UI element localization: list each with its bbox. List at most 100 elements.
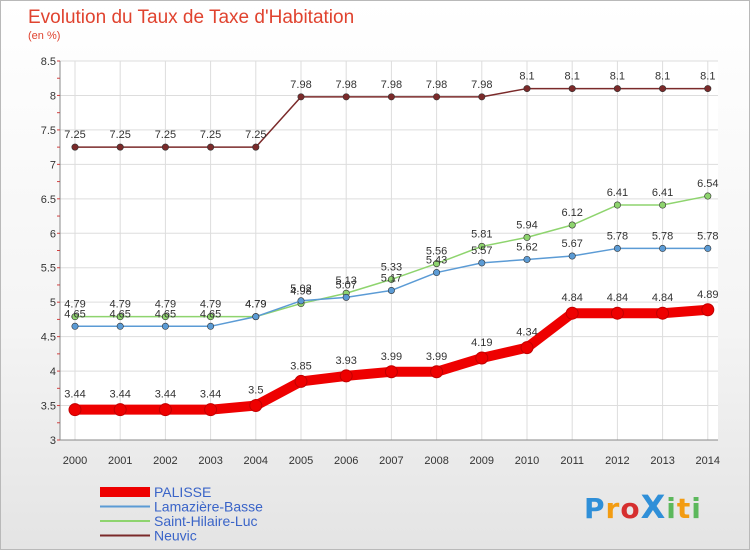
data-label-neuvic: 7.25	[155, 129, 176, 141]
data-label-saint-hilaire-luc: 4.79	[200, 299, 221, 311]
data-point-lamaziere-basse	[523, 255, 531, 263]
data-point-neuvic	[207, 143, 215, 151]
data-point-lamaziere-basse	[116, 322, 124, 330]
y-tick-label: 7.5	[41, 125, 56, 137]
data-point-lamaziere-basse	[568, 252, 576, 260]
data-point-saint-hilaire-luc	[433, 260, 441, 268]
x-tick-label: 2001	[108, 455, 132, 467]
data-point-lamaziere-basse	[71, 322, 79, 330]
data-point-lamaziere-basse	[252, 313, 260, 321]
x-tick-label: 2000	[63, 455, 87, 467]
data-point-neuvic	[523, 85, 531, 93]
legend-label: PALISSE	[154, 484, 211, 500]
y-tick-label: 5.5	[41, 263, 56, 275]
data-point-lamaziere-basse	[207, 322, 215, 330]
data-label-lamaziere-basse: 4.79	[245, 299, 266, 311]
data-label-neuvic: 8.1	[655, 71, 670, 83]
y-tick-label: 8	[50, 90, 56, 102]
x-tick-label: 2013	[650, 455, 674, 467]
x-tick-label: 2008	[424, 455, 448, 467]
data-point-saint-hilaire-luc	[704, 192, 712, 200]
x-tick-label: 2010	[515, 455, 539, 467]
data-point-palisse	[430, 365, 444, 379]
x-tick-label: 2002	[153, 455, 177, 467]
logo-letter: i	[691, 492, 702, 525]
x-tick-label: 2009	[470, 455, 494, 467]
data-label-neuvic: 7.25	[200, 129, 221, 141]
data-point-palisse	[339, 369, 353, 383]
data-label-palisse: 3.44	[155, 389, 176, 401]
data-point-saint-hilaire-luc	[161, 313, 169, 321]
data-point-lamaziere-basse	[387, 286, 395, 294]
data-point-palisse	[656, 306, 670, 320]
data-point-saint-hilaire-luc	[71, 313, 79, 321]
data-label-neuvic: 8.1	[700, 71, 715, 83]
data-label-neuvic: 7.25	[245, 129, 266, 141]
y-tick-label: 6.5	[41, 194, 56, 206]
data-point-palisse	[520, 341, 534, 355]
data-label-palisse: 3.99	[381, 351, 402, 363]
logo-letter: i	[666, 492, 677, 525]
legend-label: Lamazière-Basse	[154, 499, 263, 515]
data-point-lamaziere-basse	[478, 259, 486, 267]
data-point-lamaziere-basse	[613, 244, 621, 252]
data-label-palisse: 4.84	[607, 292, 628, 304]
data-point-saint-hilaire-luc	[116, 313, 124, 321]
legend-label: Neuvic	[154, 528, 197, 544]
x-tick-label: 2007	[379, 455, 403, 467]
y-tick-label: 4	[50, 366, 56, 378]
y-tick-label: 3.5	[41, 401, 56, 413]
y-tick-label: 3	[50, 435, 56, 447]
data-point-neuvic	[433, 93, 441, 101]
data-point-neuvic	[116, 143, 124, 151]
data-label-lamaziere-basse: 5.07	[335, 279, 356, 291]
data-label-palisse: 4.84	[561, 292, 582, 304]
data-label-palisse: 3.5	[248, 385, 263, 397]
data-label-saint-hilaire-luc: 6.41	[652, 187, 673, 199]
x-tick-label: 2004	[244, 455, 268, 467]
data-point-neuvic	[568, 85, 576, 93]
data-label-lamaziere-basse: 5.78	[697, 230, 718, 242]
logo-letter: X	[640, 488, 667, 526]
data-label-lamaziere-basse: 4.65	[200, 308, 221, 320]
data-label-saint-hilaire-luc: 5.33	[381, 261, 402, 273]
data-label-lamaziere-basse: 4.65	[109, 308, 130, 320]
data-label-lamaziere-basse: 5.78	[607, 230, 628, 242]
data-label-saint-hilaire-luc: 4.79	[245, 299, 266, 311]
data-label-lamaziere-basse: 5.02	[290, 283, 311, 295]
data-point-palisse	[610, 306, 624, 320]
data-label-palisse: 4.34	[516, 327, 537, 339]
data-label-lamaziere-basse: 4.65	[64, 308, 85, 320]
data-point-neuvic	[252, 143, 260, 151]
y-tick-label: 5	[50, 297, 56, 309]
data-point-saint-hilaire-luc	[523, 233, 531, 241]
data-label-lamaziere-basse: 5.62	[516, 241, 537, 253]
data-point-palisse	[294, 374, 308, 388]
data-label-neuvic: 8.1	[565, 71, 580, 83]
data-point-neuvic	[342, 93, 350, 101]
data-point-neuvic	[478, 93, 486, 101]
data-point-saint-hilaire-luc	[613, 201, 621, 209]
data-point-neuvic	[659, 85, 667, 93]
data-label-saint-hilaire-luc: 5.81	[471, 228, 492, 240]
data-point-neuvic	[704, 85, 712, 93]
data-point-lamaziere-basse	[659, 244, 667, 252]
logo-letter: t	[676, 492, 692, 525]
data-point-neuvic	[71, 143, 79, 151]
data-point-neuvic	[387, 93, 395, 101]
data-label-saint-hilaire-luc: 6.54	[697, 178, 718, 190]
data-point-saint-hilaire-luc	[568, 221, 576, 229]
data-label-neuvic: 7.98	[471, 79, 492, 91]
chart-unit: (en %)	[28, 30, 61, 42]
data-label-lamaziere-basse: 5.67	[561, 238, 582, 250]
data-label-saint-hilaire-luc: 4.98	[290, 286, 311, 298]
y-tick-label: 7	[50, 159, 56, 171]
data-label-saint-hilaire-luc: 4.79	[109, 299, 130, 311]
data-label-saint-hilaire-luc: 6.12	[561, 207, 582, 219]
data-label-saint-hilaire-luc: 5.13	[335, 275, 356, 287]
logo-letter: r	[605, 492, 621, 525]
legend-label: Saint-Hilaire-Luc	[154, 513, 257, 529]
data-label-saint-hilaire-luc: 5.56	[426, 246, 447, 258]
data-point-palisse	[249, 399, 263, 413]
data-label-saint-hilaire-luc: 5.94	[516, 219, 537, 231]
